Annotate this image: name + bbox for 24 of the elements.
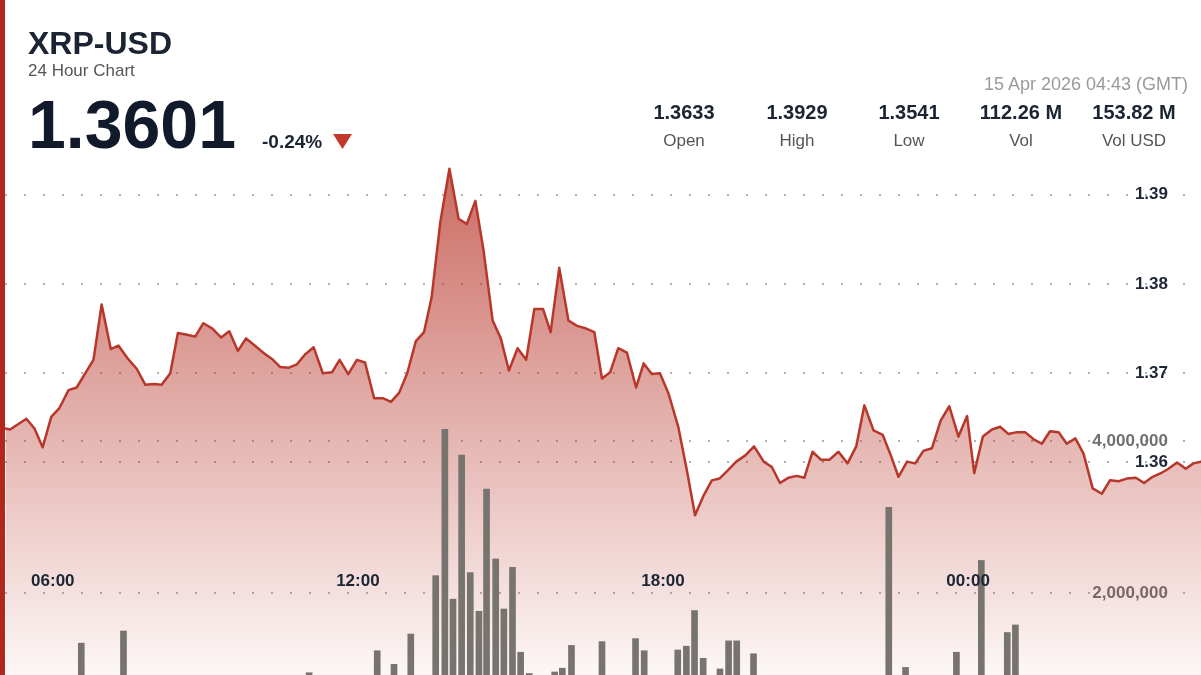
y-tick-label: 1.37 xyxy=(1134,362,1168,382)
y2-tick-label: 4,000,000 xyxy=(1092,431,1168,451)
x-tick-label: 12:00 xyxy=(336,570,380,590)
annotation: 1.3541 xyxy=(878,101,940,123)
annotation: 112.26 M xyxy=(979,101,1063,123)
text: XRP-USD xyxy=(28,25,173,61)
annotation: High xyxy=(779,131,815,150)
annotation: -0.24% xyxy=(262,131,323,152)
annotation: Low xyxy=(893,131,925,150)
text: 24 Hour Chart xyxy=(28,61,135,80)
annotation: 15 Apr 2026 04:43 (GMT) xyxy=(983,74,1188,94)
annotation: Open xyxy=(663,131,705,150)
annotation: 1.3601 xyxy=(28,86,236,162)
y-tick-label: 1.38 xyxy=(1134,273,1168,293)
x-tick-label: 06:00 xyxy=(31,570,75,590)
y-tick-label: 1.36 xyxy=(1134,452,1168,472)
annotation: 1.3633 xyxy=(653,101,715,123)
annotation: 1.3929 xyxy=(766,101,828,123)
y-tick-label: 1.39 xyxy=(1134,184,1168,204)
x-tick-label: 18:00 xyxy=(641,570,685,590)
annotation: Vol USD xyxy=(1101,131,1167,150)
annotation: Vol xyxy=(1009,131,1033,150)
annotation: 153.82 M xyxy=(1092,101,1176,123)
y2-tick-label: 2,000,000 xyxy=(1092,582,1168,602)
